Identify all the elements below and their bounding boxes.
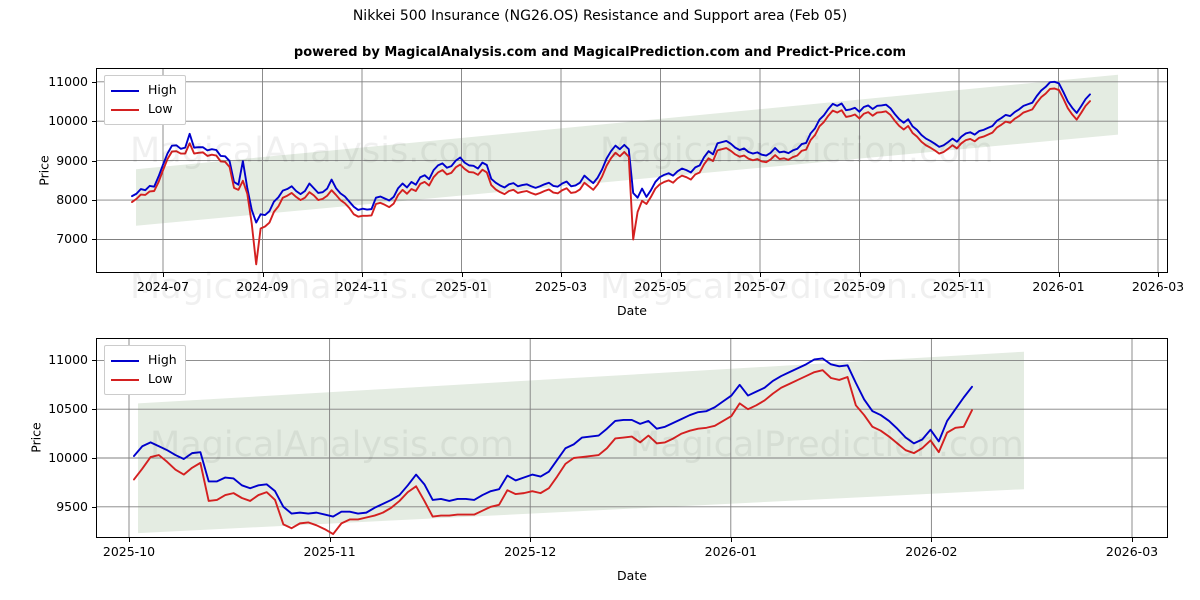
legend-label-high: High	[148, 352, 177, 368]
y-tick-mark	[92, 121, 96, 123]
legend-entry-high: High	[111, 81, 177, 100]
legend-swatch-high	[111, 359, 139, 362]
support-resistance-band	[136, 74, 1118, 226]
y-tick-mark	[92, 360, 96, 362]
x-tick-label: 2024-07	[136, 279, 190, 294]
zoom-plot-area	[96, 338, 1168, 538]
x-tick-mark	[760, 273, 761, 277]
legend-entry-high: High	[111, 351, 177, 370]
x-tick-mark	[931, 538, 933, 542]
x-tick-mark	[163, 273, 164, 277]
y-tick-mark	[92, 160, 96, 162]
x-tick-label: 2025-07	[733, 279, 787, 294]
legend-label-low: Low	[148, 371, 173, 387]
x-tick-mark	[660, 273, 662, 277]
support-resistance-band	[138, 351, 1024, 534]
y-tick-label: 7000	[56, 231, 88, 247]
series-line-low	[133, 369, 973, 536]
y-tick-label: 10000	[48, 450, 88, 465]
y-tick-label: 10500	[48, 401, 88, 417]
x-tick-label: 2025-01	[435, 279, 488, 294]
x-tick-mark	[1132, 538, 1133, 542]
series-line-high	[131, 80, 1091, 224]
x-tick-label: 2025-03	[534, 279, 588, 294]
y-tick-mark	[92, 458, 96, 459]
x-tick-mark	[859, 273, 861, 277]
y-tick-mark	[92, 239, 96, 241]
x-tick-label: 2025-11	[303, 544, 356, 559]
zoom-legend: High Low	[104, 345, 186, 395]
y-tick-mark	[92, 81, 96, 83]
overview-chart-panel	[96, 68, 1168, 273]
legend-swatch-low	[111, 108, 139, 111]
zoom-chart-panel	[96, 338, 1168, 538]
x-tick-label: 2025-12	[504, 544, 557, 559]
x-tick-mark	[730, 538, 732, 542]
legend-label-low: Low	[148, 101, 173, 117]
x-tick-mark	[129, 538, 130, 542]
x-tick-label: 2024-09	[236, 279, 289, 294]
legend-swatch-high	[111, 89, 139, 92]
legend-swatch-low	[111, 378, 139, 381]
x-tick-mark	[959, 273, 960, 277]
y-tick-label: 8000	[56, 192, 88, 208]
legend-label-high: High	[148, 82, 177, 98]
y-tick-label: 10000	[48, 113, 88, 129]
x-tick-label: 2026-01	[704, 544, 757, 559]
zoom-x-axis-label: Date	[617, 568, 647, 583]
overview-plot-area	[96, 68, 1168, 273]
overview-plot-svg	[96, 68, 1168, 273]
y-tick-mark	[92, 506, 96, 508]
y-tick-label: 11000	[48, 352, 88, 368]
x-tick-label: 2025-11	[932, 279, 986, 294]
x-tick-label: 2026-01	[1032, 279, 1085, 294]
zoom-y-axis-label: Price	[28, 422, 44, 453]
y-tick-mark	[92, 200, 96, 202]
series-line-high	[133, 357, 973, 518]
x-tick-mark	[1158, 273, 1159, 277]
overview-y-axis-label: Price	[36, 155, 52, 186]
overview-plot-frame	[96, 68, 1168, 273]
x-tick-label: 2024-11	[335, 279, 389, 294]
overview-legend: High Low	[104, 75, 186, 125]
x-tick-mark	[362, 273, 363, 277]
x-tick-mark	[461, 273, 463, 277]
zoom-plot-frame	[96, 338, 1168, 538]
y-tick-label: 9000	[56, 152, 88, 168]
x-tick-label: 2025-09	[833, 279, 886, 294]
zoom-plot-svg	[96, 338, 1168, 538]
x-tick-mark	[329, 538, 331, 542]
x-tick-mark	[1058, 273, 1060, 277]
legend-entry-low: Low	[111, 370, 177, 389]
x-tick-label: 2025-05	[634, 279, 687, 294]
x-tick-mark	[561, 273, 562, 277]
x-tick-label: 2026-03	[1105, 544, 1159, 559]
x-tick-label: 2025-10	[102, 544, 156, 559]
x-tick-label: 2026-03	[1131, 279, 1185, 294]
page-title: Nikkei 500 Insurance (NG26.OS) Resistanc…	[352, 8, 848, 24]
overview-x-axis-label: Date	[617, 303, 647, 318]
x-tick-mark	[262, 273, 264, 277]
x-tick-label: 2026-02	[905, 544, 958, 559]
y-tick-mark	[92, 409, 96, 411]
y-tick-label: 11000	[48, 73, 88, 89]
y-tick-label: 9500	[56, 498, 88, 514]
legend-entry-low: Low	[111, 100, 177, 119]
x-tick-mark	[530, 538, 532, 542]
page-subtitle: powered by MagicalAnalysis.com and Magic…	[293, 45, 907, 60]
series-line-low	[131, 87, 1091, 266]
